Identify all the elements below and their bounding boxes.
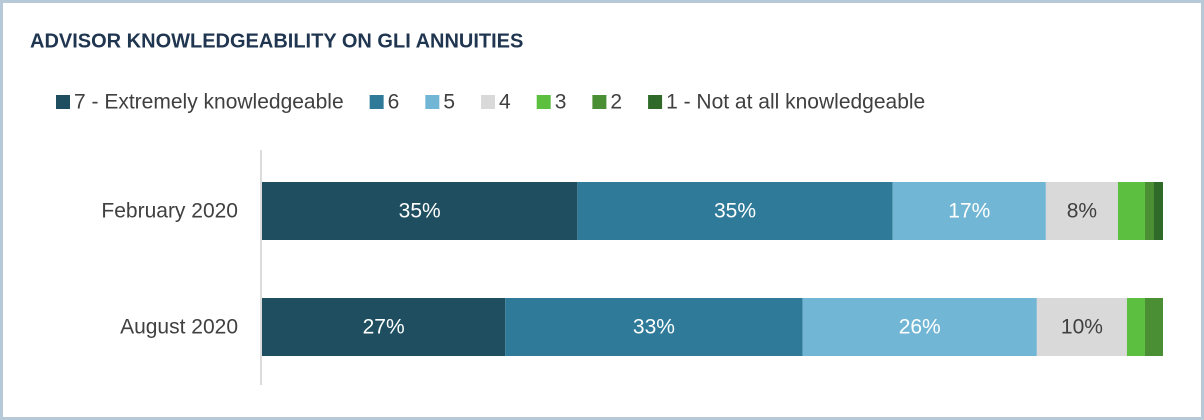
bar-segment (1144, 182, 1154, 240)
data-label: 27% (363, 316, 405, 339)
bar-segment (1126, 298, 1145, 356)
bar-segment (505, 298, 803, 356)
legend-label: 5 (443, 91, 455, 114)
bar-segment (1036, 298, 1127, 356)
data-label: 35% (714, 200, 756, 223)
data-label: 33% (633, 316, 675, 339)
legend-label: 7 - Extremely knowledgeable (74, 91, 344, 114)
legend-label: 6 (388, 91, 400, 114)
data-label: 35% (399, 200, 441, 223)
bar-segment (1144, 298, 1163, 356)
y-tick-label: August 2020 (120, 316, 238, 339)
legend-label: 1 - Not at all knowledgeable (666, 91, 925, 114)
bar-segment (1117, 182, 1145, 240)
legend-swatch (536, 95, 551, 109)
data-label: 17% (948, 200, 990, 223)
bar-segment (1153, 182, 1163, 240)
bar-segment (802, 298, 1037, 356)
data-label: 10% (1061, 316, 1103, 339)
legend-swatch (648, 95, 663, 109)
legend-swatch (369, 95, 384, 109)
y-tick-label: February 2020 (101, 200, 238, 223)
legend-swatch (56, 95, 70, 109)
bar-segment (892, 182, 1046, 240)
legend-label: 4 (499, 91, 511, 114)
bar-segment (262, 182, 578, 240)
bar-segment (1045, 182, 1118, 240)
legend-label: 2 (610, 91, 622, 114)
legend-swatch (481, 95, 496, 109)
bar-segment (577, 182, 893, 240)
bar-segment (262, 298, 506, 356)
data-label: 26% (899, 316, 941, 339)
legend-label: 3 (555, 91, 567, 114)
data-label: 8% (1067, 200, 1097, 223)
legend-swatch (425, 95, 440, 109)
legend-swatch (592, 95, 607, 109)
chart-title: ADVISOR KNOWLEDGEABILITY ON GLI ANNUITIE… (30, 30, 523, 52)
